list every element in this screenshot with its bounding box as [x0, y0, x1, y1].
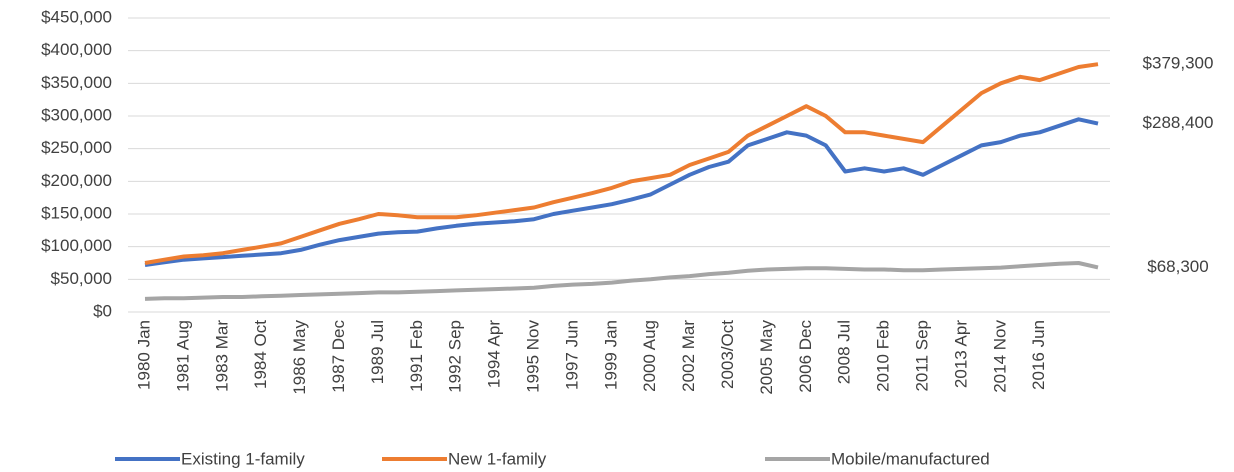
- series-line: [144, 117, 1099, 267]
- y-tick-label: $400,000: [41, 40, 112, 59]
- x-tick-label: 1981 Aug: [173, 320, 192, 392]
- x-tick-label: 1997 Jun: [562, 320, 581, 390]
- legend-label: Existing 1-family: [181, 449, 305, 468]
- y-tick-label: $50,000: [51, 269, 112, 288]
- x-tick-label: 2005 May: [757, 320, 776, 395]
- legend-label: Mobile/manufactured: [831, 449, 990, 468]
- series-line: [144, 261, 1099, 301]
- x-tick-label: 2013 Apr: [951, 320, 970, 388]
- x-tick-label: 1994 Apr: [485, 320, 504, 388]
- x-tick-label: 1987 Dec: [329, 320, 348, 393]
- x-tick-label: 1989 Jul: [368, 320, 387, 384]
- x-tick-label: 1983 Mar: [212, 320, 231, 392]
- value-label: $288,400: [1143, 113, 1214, 132]
- x-tick-label: 1986 May: [290, 320, 309, 395]
- x-tick-label: 2014 Nov: [990, 320, 1009, 393]
- x-tick-label: 1995 Nov: [523, 320, 542, 393]
- x-tick-label: 1980 Jan: [134, 320, 153, 390]
- x-tick-label: 1999 Jan: [601, 320, 620, 390]
- y-tick-label: $0: [93, 301, 112, 320]
- value-label: $379,300: [1143, 54, 1214, 73]
- value-label: $68,300: [1147, 257, 1208, 276]
- legend-label: New 1-family: [448, 449, 547, 468]
- x-tick-label: 1992 Sep: [446, 320, 465, 393]
- x-tick-label: 2011 Sep: [912, 320, 931, 392]
- x-tick-label: 2008 Jul: [835, 320, 854, 384]
- x-tick-label: 1984 Oct: [251, 320, 270, 389]
- y-tick-label: $200,000: [41, 171, 112, 190]
- series-line: [144, 62, 1099, 265]
- x-tick-label: 1991 Feb: [407, 320, 426, 392]
- x-tick-label: 2002 Mar: [679, 320, 698, 392]
- y-tick-label: $300,000: [41, 105, 112, 124]
- y-tick-label: $250,000: [41, 138, 112, 157]
- y-tick-label: $350,000: [41, 73, 112, 92]
- x-tick-label: 2006 Dec: [796, 320, 815, 393]
- x-tick-label: 2016 Jun: [1029, 320, 1048, 390]
- y-tick-label: $150,000: [41, 203, 112, 222]
- x-tick-label: 2000 Aug: [640, 320, 659, 392]
- y-tick-label: $100,000: [41, 236, 112, 255]
- x-tick-label: 2010 Feb: [874, 320, 893, 392]
- y-tick-label: $450,000: [41, 7, 112, 26]
- x-tick-label: 2003/Oct: [718, 320, 737, 389]
